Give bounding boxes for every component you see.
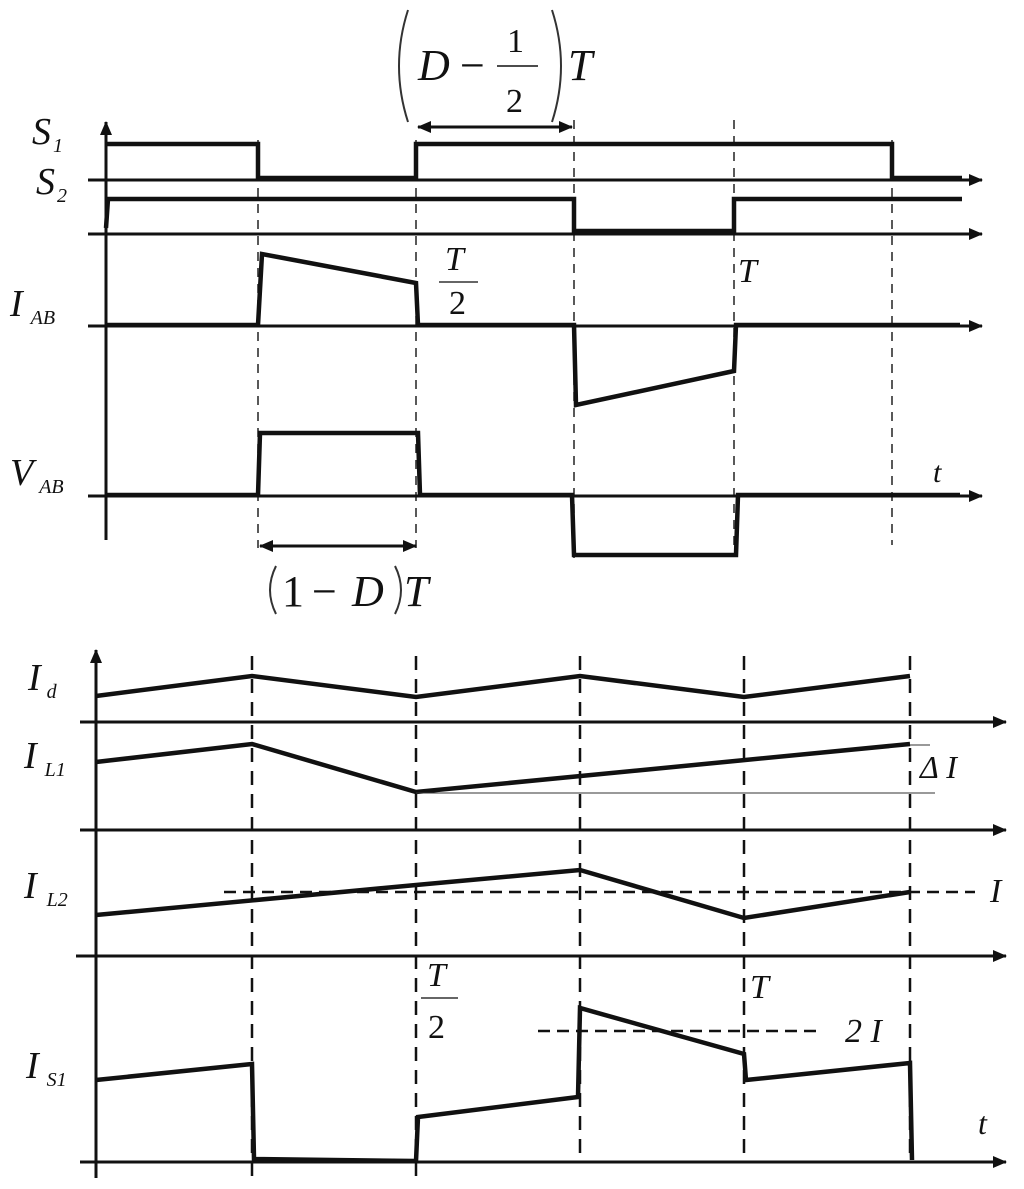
- bottom-half-period-label: T 2: [421, 957, 458, 1046]
- svg-text:T: T: [427, 957, 448, 994]
- svg-text:1: 1: [282, 567, 304, 616]
- iab-waveform: [106, 251, 960, 408]
- bottom-period-label: T: [750, 969, 771, 1006]
- bottom-time-axis-label: t: [978, 1105, 988, 1141]
- top-interval-annotation: D − 1 2 T: [398, 9, 596, 133]
- il2-waveform: [95, 867, 911, 921]
- bottom-time-markers: [250, 656, 912, 1182]
- vab-waveform: [106, 430, 960, 558]
- svg-text:−: −: [312, 567, 337, 616]
- is1-label: I S1: [25, 1045, 67, 1091]
- top-time-axis-label: t: [933, 456, 942, 489]
- svg-text:D: D: [417, 41, 450, 90]
- svg-text:T: T: [568, 41, 596, 90]
- id-waveform: [95, 673, 911, 700]
- top-half-period-label: T 2: [439, 241, 478, 322]
- s1-waveform: [106, 141, 962, 181]
- svg-text:2: 2: [428, 1009, 445, 1046]
- s2-waveform: [103, 196, 962, 234]
- il1-label: I L1: [23, 735, 66, 781]
- svg-text:1: 1: [507, 23, 524, 60]
- il2-label: I L2: [23, 865, 68, 911]
- bottom-interval-annotation: 1 − D T: [259, 540, 432, 616]
- top-period-label: T: [738, 253, 759, 290]
- svg-text:−: −: [460, 41, 485, 90]
- svg-text:T: T: [445, 241, 466, 278]
- svg-text:T: T: [404, 567, 432, 616]
- delta-i-label: Δ I: [918, 749, 958, 785]
- iab-label: I AB: [9, 283, 55, 329]
- is1-waveform: [95, 1005, 915, 1164]
- vab-label: V AB: [10, 452, 64, 498]
- svg-text:2: 2: [506, 83, 523, 120]
- svg-text:D: D: [351, 567, 384, 616]
- i-level-label: I: [989, 873, 1003, 910]
- two-i-level-label: 2 I: [845, 1013, 884, 1050]
- il1-waveform: [95, 741, 911, 795]
- svg-text:2: 2: [449, 285, 466, 322]
